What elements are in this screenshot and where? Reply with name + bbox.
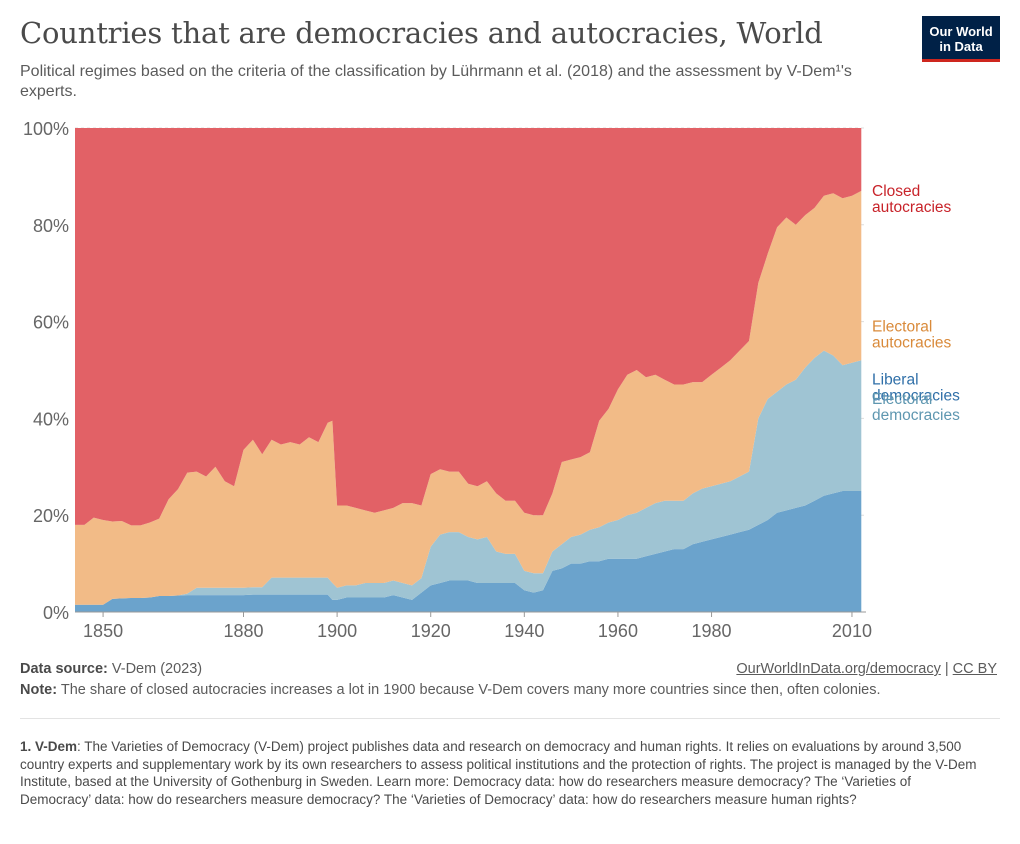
x-tick-label: 1880 [223,621,263,641]
area-electoral-autocracies [75,190,862,605]
note-label: Note: [20,682,58,698]
data-source: Data source: V-Dem (2023) [20,661,1000,677]
footnote-text: : The Varieties of Democracy (V-Dem) pro… [20,739,977,807]
y-tick-label: 0% [43,603,69,623]
x-tick-label: 1850 [83,621,123,641]
chart-title: Countries that are democracies and autoc… [20,16,823,50]
x-tick-label: 1900 [317,621,357,641]
y-tick-label: 40% [33,409,69,429]
series-label-electoral-autocracies: Electoral autocracies [872,318,952,351]
y-tick-label: 100% [23,119,69,139]
logo-line-1: Our World [929,24,993,39]
x-tick-label: 2010 [832,621,872,641]
series-label-liberal-democracies: Liberal democracies [872,372,960,405]
owid-logo[interactable]: Our World in Data [922,16,1000,62]
x-tick-label: 1960 [598,621,638,641]
data-source-text: V-Dem (2023) [111,661,203,677]
source-links: OurWorldInData.org/democracy | CC BY [736,661,997,677]
chart-note: Note: The share of closed autocracies in… [20,682,1000,698]
x-tick-label: 1980 [692,621,732,641]
series-label-closed-autocracies: Closed autocracies [872,183,952,216]
note-text: The share of closed autocracies increase… [60,682,881,698]
footnote-label: 1. V-Dem [20,739,78,754]
area-liberal-democracies [75,491,862,612]
footer-divider [20,718,1000,719]
link-separator: | [944,661,949,677]
data-source-label: Data source: [20,661,108,677]
x-tick-label: 1920 [411,621,451,641]
logo-line-2: in Data [939,39,983,54]
x-tick-label: 1940 [504,621,544,641]
area-electoral-democracies [75,350,862,605]
chart-subtitle: Political regimes based on the criteria … [20,63,852,100]
y-tick-label: 80% [33,216,69,236]
footnote: 1. V-Dem: The Varieties of Democracy (V-… [20,738,985,808]
series-label-electoral-democracies: Electoral democracies [872,391,960,424]
y-axis-ticks: 0% 20% 40% 60% 80% 100% [23,119,69,623]
license-link[interactable]: CC BY [952,661,997,677]
area-closed-autocracies [75,128,862,526]
democracy-link[interactable]: OurWorldInData.org/democracy [736,661,941,677]
y-tick-label: 60% [33,313,69,333]
area-layers [75,128,866,613]
y-tick-label: 20% [33,506,69,526]
x-axis-ticks: 1850 1880 1900 1920 1940 1960 1980 2010 [83,612,872,641]
stacked-area-chart: 0%20%40%60%80%100% 1850 1880 1900 1920 1940 1… [23,119,960,641]
